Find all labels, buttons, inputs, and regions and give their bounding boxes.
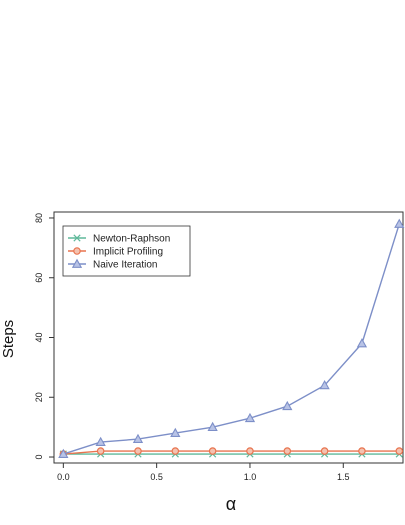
y-tick-label: 60 — [34, 273, 44, 283]
series-line — [63, 223, 400, 455]
series-implicit-profiling — [59, 447, 404, 458]
legend-label: Implicit Profiling — [93, 247, 163, 258]
data-point-triangle-marker — [132, 433, 144, 444]
series-layer — [58, 218, 405, 458]
data-point-triangle-marker — [282, 400, 293, 411]
marker-stroke — [73, 234, 81, 242]
legend-entry: Newton-Raphson — [68, 234, 170, 245]
legend-entry: Implicit Profiling — [68, 247, 163, 258]
x-tick-label: 0.5 — [150, 472, 163, 482]
data-point-triangle-marker — [58, 448, 69, 458]
data-point-circle-marker — [246, 447, 254, 455]
data-point-triangle-marker — [244, 412, 256, 423]
data-point-triangle-marker — [207, 421, 218, 432]
data-point-circle-marker — [96, 447, 105, 455]
y-axis-title: Steps — [0, 320, 17, 358]
x-axis-title: α — [226, 494, 236, 514]
data-point-circle-marker — [171, 447, 180, 455]
x-tick-label: 0.0 — [57, 472, 70, 482]
data-point-circle-marker — [283, 447, 292, 455]
x-axis: 0.0 0.5 1.0 1.5 — [57, 463, 350, 482]
series-naive-iteration — [58, 218, 405, 458]
legend-label: Newton-Raphson — [93, 234, 170, 245]
y-tick-label: 80 — [34, 213, 44, 223]
data-point-circle-marker — [134, 447, 142, 455]
data-point-triangle-marker — [170, 427, 181, 438]
data-point-triangle-marker — [71, 258, 83, 268]
x-tick-label: 1.0 — [244, 472, 257, 482]
data-point-triangle-marker — [394, 218, 405, 228]
data-point-triangle-marker — [356, 338, 368, 348]
data-point-circle-marker — [208, 447, 217, 455]
data-point-circle-marker — [73, 247, 81, 255]
data-point-triangle-marker — [95, 436, 106, 446]
series-newton-raphson — [59, 450, 403, 458]
data-point-triangle-marker — [319, 379, 330, 390]
y-tick-label: 20 — [34, 392, 44, 402]
series-line — [63, 450, 400, 455]
y-axis: 0 20 40 60 80 — [34, 213, 54, 460]
legend: Newton-Raphson Implicit Profiling Naive It… — [62, 225, 191, 277]
data-point-circle-marker — [395, 447, 404, 455]
y-tick-label: 40 — [34, 332, 44, 342]
y-tick-label: 0 — [34, 455, 44, 460]
legend-entry: Naive Iteration — [68, 258, 157, 271]
data-point-circle-marker — [320, 447, 329, 455]
legend-label: Naive Iteration — [93, 260, 157, 271]
data-point-x-marker — [73, 234, 81, 242]
x-tick-label: 1.5 — [337, 472, 350, 482]
data-point-circle-marker — [358, 447, 366, 455]
